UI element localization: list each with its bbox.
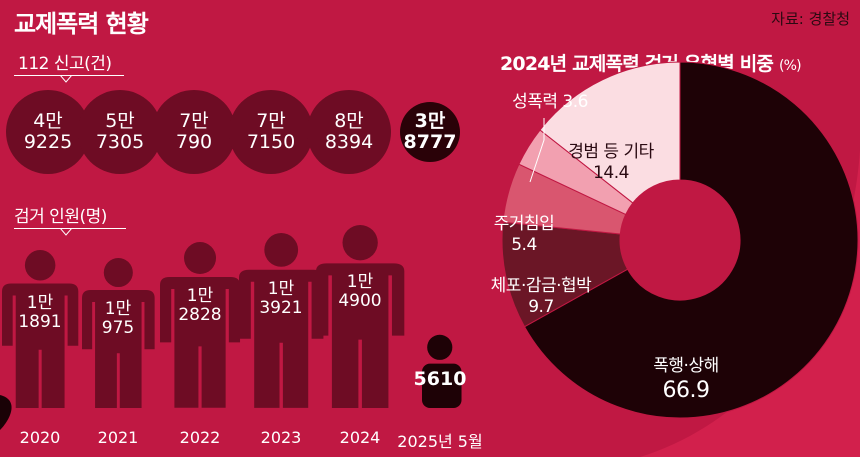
report-value-line2: 7305 (95, 131, 145, 153)
report-value-line1: 3만 (414, 110, 446, 132)
person-icon (422, 334, 462, 408)
pie-slice-name: 체포·감금·협박 (490, 276, 592, 296)
report-value-line1: 4만 (33, 110, 63, 132)
report-value-line1: 5만 (105, 110, 135, 132)
arrest-value-line1: 1만 (104, 298, 132, 319)
arrest-value-line2: 1891 (18, 311, 62, 332)
pie-unit: (%) (778, 58, 802, 74)
source-note: 자료: 경찰청 (771, 10, 850, 28)
reports-caret-icon (60, 75, 72, 83)
person-icon (1, 250, 79, 408)
year-label: 2020 (19, 428, 61, 447)
year-label: 2021 (97, 428, 139, 447)
year-label: 2025년 5월 (397, 432, 483, 451)
pie-slice-name: 폭행·상해 (653, 356, 719, 376)
pie-slice-value: 66.9 (662, 378, 710, 403)
pie-slice-label: 폭행·상해 66.9 (626, 356, 746, 405)
arrest-value-line1: 1만 (26, 292, 54, 313)
person-icon (238, 233, 324, 408)
year-label: 2024 (339, 428, 381, 447)
pie-slice-label: 주거침입 5.4 (484, 214, 564, 256)
arrest-value-line2: 2828 (178, 305, 222, 326)
pie-slice-value: 3.6 (557, 92, 588, 112)
report-value-line2: 8777 (403, 131, 457, 153)
arrests-label: 검거 인원(명) (14, 207, 107, 227)
report-bubble: 7만 7150 (229, 90, 313, 174)
pie-slice-name: 성폭력 (512, 92, 558, 112)
arrest-value-line2: 5610 (413, 368, 467, 390)
arrest-value-label: 1만 975 (83, 298, 153, 338)
pie-slice-value: 14.4 (593, 163, 629, 183)
arrest-value-label: 1만 3921 (246, 278, 316, 318)
pie-slice-name: 경범 등 기타 (568, 142, 654, 162)
report-value-line1: 7만 (256, 110, 286, 132)
report-value-line1: 7만 (179, 110, 209, 132)
person-icon (159, 242, 241, 408)
report-value-line2: 790 (175, 131, 213, 153)
report-value-line2: 9225 (23, 131, 73, 153)
arrest-value-line1: 1만 (267, 278, 295, 299)
reports-label: 112 신고(건) (18, 54, 112, 74)
pie-slice-label: 성폭력 3.6 (500, 92, 600, 113)
arrest-value-line2: 3921 (259, 297, 303, 318)
reports-underline (14, 75, 124, 76)
arrest-value-line2: 975 (101, 317, 135, 338)
person-icon (315, 225, 405, 408)
report-value-line2: 8394 (324, 131, 374, 153)
arrest-value-line1: 1만 (346, 272, 374, 293)
arrest-value-label: 5610 (405, 370, 475, 389)
arrests-caret-icon (60, 228, 72, 236)
pie-leader-line (529, 118, 545, 183)
arrest-value-label: 1만 4900 (325, 273, 395, 311)
report-bubble: 8만 8394 (307, 90, 391, 174)
report-value-line2: 7150 (246, 131, 296, 153)
pie-slice-label: 체포·감금·협박 9.7 (476, 276, 606, 318)
page-title: 교제폭력 현황 (14, 10, 149, 38)
arrest-value-line1: 1만 (186, 286, 214, 307)
arrest-value-label: 1만 1891 (5, 292, 75, 332)
year-label: 2022 (179, 428, 221, 447)
pie-slice-value: 9.7 (528, 297, 554, 317)
person-icon (81, 257, 155, 408)
arrests-underline (14, 228, 126, 229)
pie-slice-value: 5.4 (511, 235, 537, 255)
pie-slice (539, 61, 681, 204)
pie-slice-label: 경범 등 기타 14.4 (556, 142, 666, 184)
report-value-line1: 8만 (334, 110, 364, 132)
arrest-value-label: 1만 2828 (165, 287, 235, 325)
arrest-value-line2: 4900 (338, 291, 382, 312)
pie-slice-name: 주거침입 (493, 214, 555, 234)
pie-hole (620, 180, 740, 300)
report-bubble: 7만 790 (152, 90, 236, 174)
report-bubble: 3만 8777 (400, 102, 460, 162)
report-bubble: 4만 9225 (6, 90, 90, 174)
report-bubble: 5만 7305 (78, 90, 162, 174)
year-label: 2023 (260, 428, 302, 447)
